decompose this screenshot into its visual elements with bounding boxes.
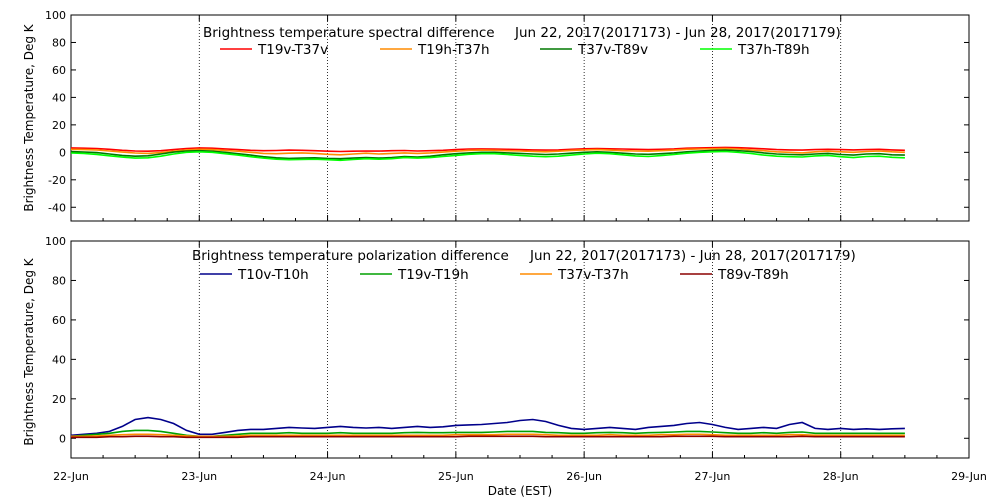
x-tick-label: 29-Jun	[951, 470, 987, 483]
y-tick-label: 100	[45, 9, 66, 22]
x-axis-title: Date (EST)	[488, 484, 552, 498]
y-tick-label: 40	[52, 91, 66, 104]
spectral-difference-panel: Brightness temperature spectral differen…	[22, 9, 970, 222]
y-tick-label: 60	[52, 64, 66, 77]
x-tick-label: 25-Jun	[438, 470, 474, 483]
legend-label: T19h-T37h	[417, 42, 490, 58]
series-line	[70, 416, 905, 437]
y-tick-label: 0	[59, 432, 66, 445]
series-line	[71, 435, 905, 439]
y-tick-label: 20	[52, 119, 66, 132]
polarization-difference-panel: Brightness temperature polarization diff…	[22, 235, 987, 483]
legend-label: T37v-T37h	[557, 267, 629, 283]
x-tick-label: 22-Jun	[53, 470, 89, 483]
y-tick-label: 40	[52, 353, 66, 366]
x-tick-label: 27-Jun	[695, 470, 731, 483]
y-axis-title: Brightness Temperature, Deg K	[22, 23, 36, 211]
y-axis-title: Brightness Temperature, Deg K	[22, 257, 36, 445]
series-line	[70, 147, 905, 156]
y-tick-label: 100	[45, 235, 66, 248]
x-tick-label: 23-Jun	[181, 470, 217, 483]
y-tick-label: -20	[48, 174, 66, 187]
x-tick-label: 26-Jun	[566, 470, 602, 483]
y-tick-label: 80	[52, 36, 66, 49]
legend-label: T19v-T19h	[397, 267, 469, 283]
legend-label: T10v-T10h	[237, 267, 309, 283]
y-tick-label: 20	[52, 393, 66, 406]
y-tick-label: 0	[59, 146, 66, 159]
legend-label: T37v-T89v	[577, 42, 648, 58]
panel-title: Brightness temperature polarization diff…	[192, 248, 509, 264]
series-line	[70, 150, 905, 162]
panel-title: Brightness temperature spectral differen…	[203, 25, 495, 41]
legend-label: T37h-T89h	[737, 42, 810, 58]
y-tick-label: -40	[48, 201, 66, 214]
y-tick-label: 60	[52, 314, 66, 327]
legend-label: T19v-T37v	[257, 42, 328, 58]
plot-frame	[70, 14, 970, 222]
panel-date-range: Jun 22, 2017(2017173) - Jun 28, 2017(201…	[529, 248, 856, 264]
series-line	[70, 146, 905, 153]
x-tick-label: 28-Jun	[823, 470, 859, 483]
y-tick-label: 80	[52, 274, 66, 287]
panel-date-range: Jun 22, 2017(2017173) - Jun 28, 2017(201…	[514, 25, 841, 41]
x-tick-label: 24-Jun	[310, 470, 346, 483]
series-line	[71, 433, 905, 438]
legend-label: T89v-T89h	[717, 267, 789, 283]
series-line	[70, 149, 905, 160]
